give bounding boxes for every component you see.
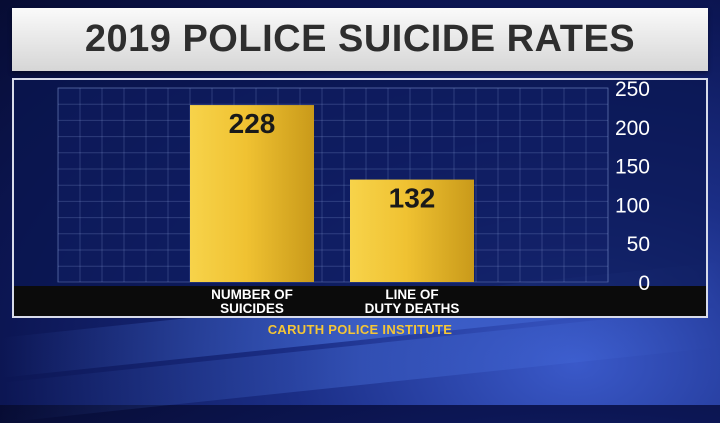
y-tick-label: 100: [615, 194, 650, 217]
category-strip: [14, 286, 706, 316]
source-credit: CARUTH POLICE INSTITUTE: [267, 322, 453, 337]
bars: 228 132: [190, 105, 474, 283]
x-axis: NUMBER OF SUICIDES LINE OF DUTY DEATHS: [211, 287, 459, 316]
y-tick-label: 200: [615, 117, 650, 140]
x-category-label: NUMBER OF SUICIDES: [211, 287, 293, 316]
bar-chart: 228 132 0 50 100 150 200 250 NUMBER OF SUICIDES…: [14, 80, 706, 316]
bar: [350, 179, 474, 282]
bar: [190, 105, 314, 283]
chart-title: 2019 POLICE SUICIDE RATES: [84, 18, 636, 60]
y-tick-label: 250: [615, 80, 650, 101]
y-tick-label: 50: [627, 233, 650, 256]
y-tick-label: 0: [638, 272, 650, 295]
y-tick-label: 150: [615, 156, 650, 179]
chart-panel: 228 132 0 50 100 150 200 250 NUMBER OF SUICIDES…: [12, 78, 708, 318]
title-bar: 2019 POLICE SUICIDE RATES: [12, 8, 708, 71]
bar-value-label: 228: [229, 108, 276, 139]
plot-area: [57, 87, 609, 283]
grid: [57, 87, 609, 283]
bar-value-label: 132: [389, 183, 436, 214]
x-category-label: LINE OF DUTY DEATHS: [365, 287, 460, 316]
y-axis: 0 50 100 150 200 250: [615, 80, 650, 295]
